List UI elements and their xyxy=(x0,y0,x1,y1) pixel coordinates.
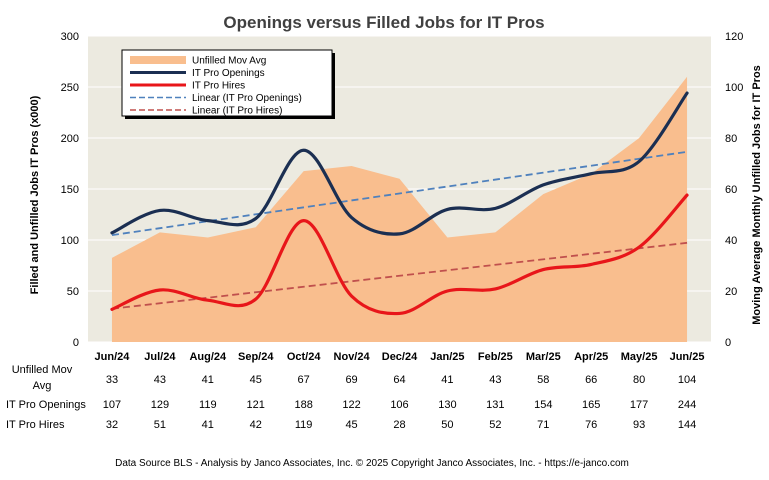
table-cell: 76 xyxy=(585,419,597,431)
table-cell: 104 xyxy=(678,374,696,386)
table-cell: 66 xyxy=(585,374,597,386)
x-tick-label: Jun/25 xyxy=(670,351,705,363)
table-cell: 45 xyxy=(345,419,357,431)
y-right-tick-label: 40 xyxy=(725,235,737,247)
table-cell: 58 xyxy=(537,374,549,386)
table-cell: 144 xyxy=(678,419,696,431)
y-axis-right: 0 20 40 60 80 100 120 xyxy=(725,31,743,349)
unfilled-area-series xyxy=(111,76,688,343)
table-cell: 41 xyxy=(202,374,214,386)
legend-label: Unfilled Mov Avg xyxy=(192,56,266,67)
table-cell: 131 xyxy=(486,399,504,411)
legend-label: Linear (IT Pro Openings) xyxy=(192,93,302,104)
table-cell: 64 xyxy=(393,374,405,386)
table-cell: 121 xyxy=(247,399,265,411)
y-left-tick-label: 100 xyxy=(61,235,79,247)
x-tick-label: Sep/24 xyxy=(238,351,274,363)
footer-source: Data Source BLS - Analysis by Janco Asso… xyxy=(115,458,629,469)
legend-label: IT Pro Hires xyxy=(192,81,245,92)
table-cell: 165 xyxy=(582,399,600,411)
table-cell: 188 xyxy=(294,399,312,411)
x-tick-label: Aug/24 xyxy=(189,351,227,363)
table-cell: 28 xyxy=(393,419,405,431)
table-cell: 93 xyxy=(633,419,645,431)
y-left-tick-label: 200 xyxy=(61,133,79,145)
table-row-label: IT Pro Hires xyxy=(6,419,65,431)
table-cell: 67 xyxy=(298,374,310,386)
y-right-tick-label: 20 xyxy=(725,286,737,298)
table-cell: 107 xyxy=(103,399,121,411)
x-tick-label: Mar/25 xyxy=(526,351,561,363)
table-cell: 45 xyxy=(250,374,262,386)
legend-label: Linear (IT Pro Hires) xyxy=(192,106,282,117)
table-cell: 154 xyxy=(534,399,552,411)
unfilled-mov-avg-area xyxy=(111,76,688,343)
table-cell: 80 xyxy=(633,374,645,386)
data-table: Unfilled Mov Avg 33 43 41 45 67 69 64 41 43 58 66 80 1… xyxy=(6,364,696,431)
table-cell: 119 xyxy=(199,399,217,411)
table-row-label: Avg xyxy=(33,380,52,392)
y-right-tick-label: 60 xyxy=(725,184,737,196)
x-axis: Jun/24 Jul/24 Aug/24 Sep/24 Oct/24 Nov/24 Dec/… xyxy=(95,351,705,363)
x-tick-label: Oct/24 xyxy=(287,351,322,363)
table-cell: 177 xyxy=(630,399,648,411)
y-axis-left-label: Filled and Unfilled Jobs IT Pros (x000) xyxy=(29,95,41,294)
y-left-tick-label: 250 xyxy=(61,82,79,94)
table-cell: 43 xyxy=(489,374,501,386)
table-cell: 69 xyxy=(345,374,357,386)
y-axis-left: 0 50 100 150 200 250 300 xyxy=(61,31,79,349)
x-tick-label: Apr/25 xyxy=(574,351,608,363)
table-cell: 119 xyxy=(295,419,313,431)
table-cell: 42 xyxy=(250,419,262,431)
y-right-tick-label: 0 xyxy=(725,337,731,349)
y-left-tick-label: 300 xyxy=(61,31,79,43)
x-tick-label: Dec/24 xyxy=(382,351,418,363)
trendline-hires xyxy=(111,241,688,310)
table-row-label: IT Pro Openings xyxy=(6,399,86,411)
y-axis-right-label: Moving Average Monthly Unfilled Jobs for… xyxy=(751,65,763,325)
table-cell: 33 xyxy=(106,374,118,386)
legend-label: IT Pro Openings xyxy=(192,68,265,79)
x-tick-label: Jun/24 xyxy=(95,351,131,363)
y-right-tick-label: 100 xyxy=(725,82,743,94)
table-cell: 129 xyxy=(151,399,169,411)
table-cell: 244 xyxy=(678,399,696,411)
y-left-tick-label: 150 xyxy=(61,184,79,196)
trendline-openings xyxy=(111,150,688,237)
table-cell: 41 xyxy=(441,374,453,386)
line-series xyxy=(110,91,689,316)
y-right-tick-label: 120 xyxy=(725,31,743,43)
y-right-tick-label: 80 xyxy=(725,133,737,145)
y-left-tick-label: 50 xyxy=(67,286,79,298)
x-tick-label: Jan/25 xyxy=(430,351,464,363)
trendlines xyxy=(111,150,688,310)
table-cell: 51 xyxy=(154,419,166,431)
x-tick-label: Nov/24 xyxy=(334,351,371,363)
table-cell: 43 xyxy=(154,374,166,386)
x-tick-label: Jul/24 xyxy=(144,351,176,363)
x-tick-label: May/25 xyxy=(621,351,658,363)
legend-swatch xyxy=(130,56,186,64)
table-cell: 41 xyxy=(202,419,214,431)
y-left-tick-label: 0 xyxy=(73,337,79,349)
table-cell: 52 xyxy=(489,419,501,431)
table-cell: 32 xyxy=(106,419,118,431)
table-cell: 130 xyxy=(438,399,456,411)
x-tick-label: Feb/25 xyxy=(478,351,513,363)
table-cell: 71 xyxy=(537,419,549,431)
table-cell: 106 xyxy=(390,399,408,411)
table-cell: 122 xyxy=(342,399,360,411)
chart-title: Openings versus Filled Jobs for IT Pros xyxy=(223,13,544,32)
table-row-label: Unfilled Mov xyxy=(12,364,73,376)
table-cell: 50 xyxy=(441,419,453,431)
